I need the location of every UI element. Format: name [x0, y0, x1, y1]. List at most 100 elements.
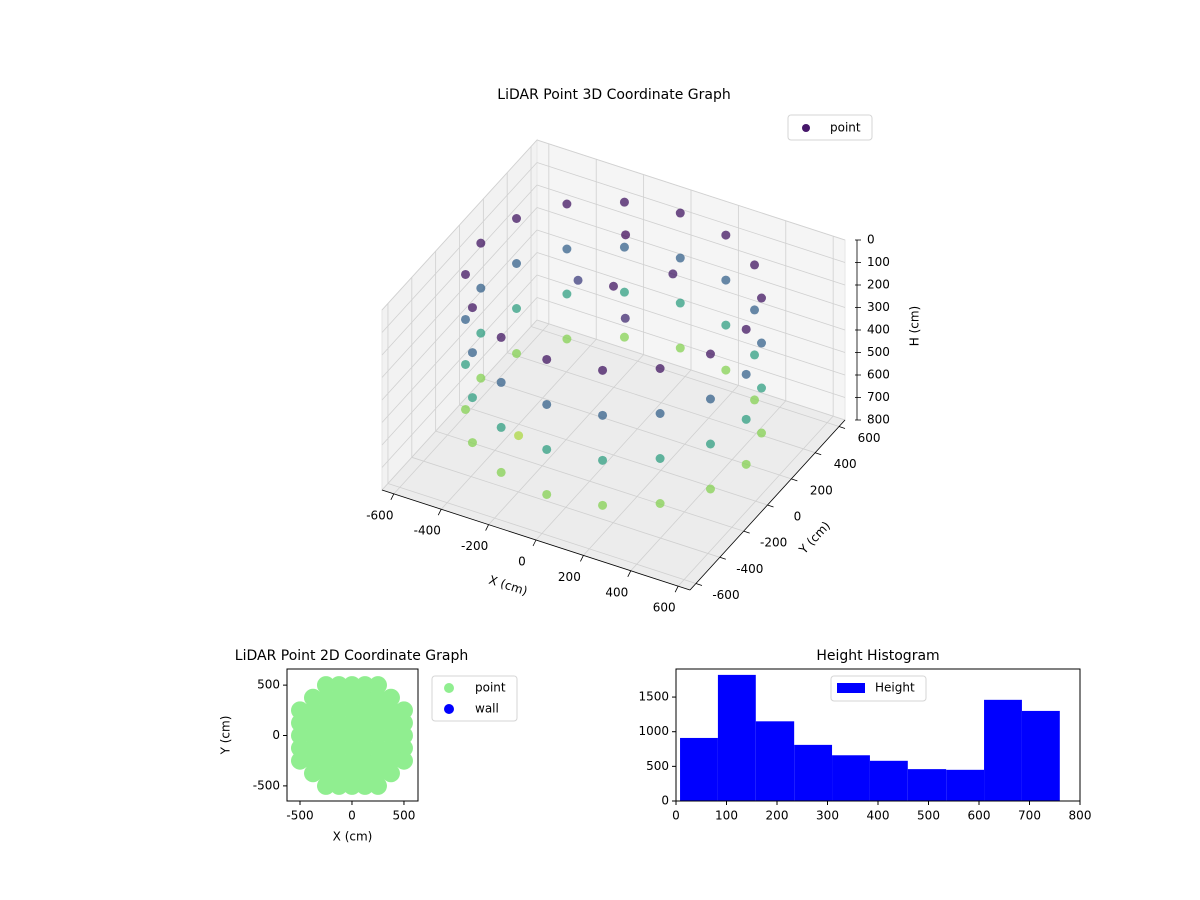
- point: [368, 764, 387, 783]
- point: [329, 701, 348, 720]
- point: [303, 739, 322, 758]
- x-tick-label: 800: [1069, 809, 1092, 823]
- point: [381, 764, 400, 783]
- grid-line: [381, 319, 538, 491]
- point: [562, 199, 572, 209]
- point: [290, 713, 309, 732]
- point: [394, 751, 413, 770]
- point: [329, 751, 348, 770]
- point: [512, 303, 522, 313]
- point: [675, 298, 685, 308]
- grid-line: [536, 207, 846, 308]
- grid-line: [387, 483, 697, 584]
- x-tick-label: 400: [605, 585, 628, 599]
- grid-line: [536, 139, 846, 241]
- point: [303, 713, 322, 732]
- point: [329, 688, 348, 707]
- x-tick: [485, 524, 489, 531]
- point: [303, 688, 322, 707]
- point: [598, 455, 608, 465]
- point: [562, 244, 572, 254]
- point: [368, 701, 387, 720]
- point: [741, 414, 751, 424]
- bar: [984, 699, 1022, 801]
- y-tick-label: 0: [272, 728, 280, 742]
- legend-label: point: [475, 681, 506, 695]
- point: [342, 701, 361, 720]
- y-tick-label: 0: [794, 510, 802, 524]
- point: [476, 238, 486, 248]
- legend-marker: [444, 683, 454, 693]
- x-tick: [532, 539, 537, 547]
- grid-line: [536, 229, 846, 331]
- point: [342, 739, 361, 758]
- z-tick-label: 500: [867, 345, 890, 359]
- point: [316, 701, 335, 720]
- grid-line: [536, 297, 846, 398]
- point: [355, 701, 374, 720]
- point: [542, 354, 552, 364]
- grid-line: [536, 162, 846, 263]
- point: [355, 751, 374, 770]
- y-tick-label: 400: [834, 457, 857, 471]
- z-tick-label: 600: [867, 368, 890, 382]
- legend-marker: [444, 704, 454, 714]
- point: [476, 328, 486, 338]
- y-axis: [689, 419, 846, 591]
- point: [303, 726, 322, 745]
- point: [381, 751, 400, 770]
- point: [562, 289, 572, 299]
- legend-marker: [802, 124, 810, 132]
- point: [368, 688, 387, 707]
- point: [303, 701, 322, 720]
- y-tick: [815, 452, 822, 456]
- point: [655, 498, 665, 508]
- point: [303, 764, 322, 783]
- z-tick-label: 800: [867, 413, 890, 427]
- grid-line: [536, 274, 846, 376]
- x-tick-label: 0: [348, 809, 356, 823]
- point: [621, 230, 631, 240]
- point: [750, 260, 760, 270]
- x-tick-label: -200: [461, 539, 488, 553]
- legend-box: [830, 675, 927, 702]
- x-tick-label: 400: [867, 809, 890, 823]
- point: [741, 324, 751, 334]
- point: [741, 459, 751, 469]
- point: [290, 751, 309, 770]
- y-tick: [791, 478, 798, 482]
- point: [394, 726, 413, 745]
- x-tick: [437, 509, 442, 516]
- point: [342, 776, 361, 795]
- point: [562, 334, 572, 344]
- point: [619, 332, 629, 342]
- point: [705, 439, 715, 449]
- point: [705, 484, 715, 494]
- point: [381, 688, 400, 707]
- legend-label: point: [830, 121, 861, 135]
- point: [316, 764, 335, 783]
- point: [750, 305, 760, 315]
- y-tick: [743, 530, 750, 534]
- y-tick-label: 500: [646, 759, 669, 773]
- point: [381, 739, 400, 758]
- x-tick: [390, 493, 395, 501]
- point: [394, 701, 413, 720]
- point: [721, 365, 731, 375]
- point: [757, 293, 767, 303]
- y-tick: [767, 504, 774, 508]
- point: [368, 776, 387, 795]
- point: [460, 359, 470, 369]
- z-tick-label: 400: [867, 323, 890, 337]
- point: [496, 422, 506, 432]
- x-tick-label: 0: [518, 555, 526, 569]
- point: [619, 287, 629, 297]
- grid-line: [381, 162, 538, 333]
- point: [750, 350, 760, 360]
- point: [342, 688, 361, 707]
- y-axis-label: Y (cm): [796, 519, 833, 558]
- point: [460, 404, 470, 414]
- point: [705, 394, 715, 404]
- point: [542, 489, 552, 499]
- point: [368, 713, 387, 732]
